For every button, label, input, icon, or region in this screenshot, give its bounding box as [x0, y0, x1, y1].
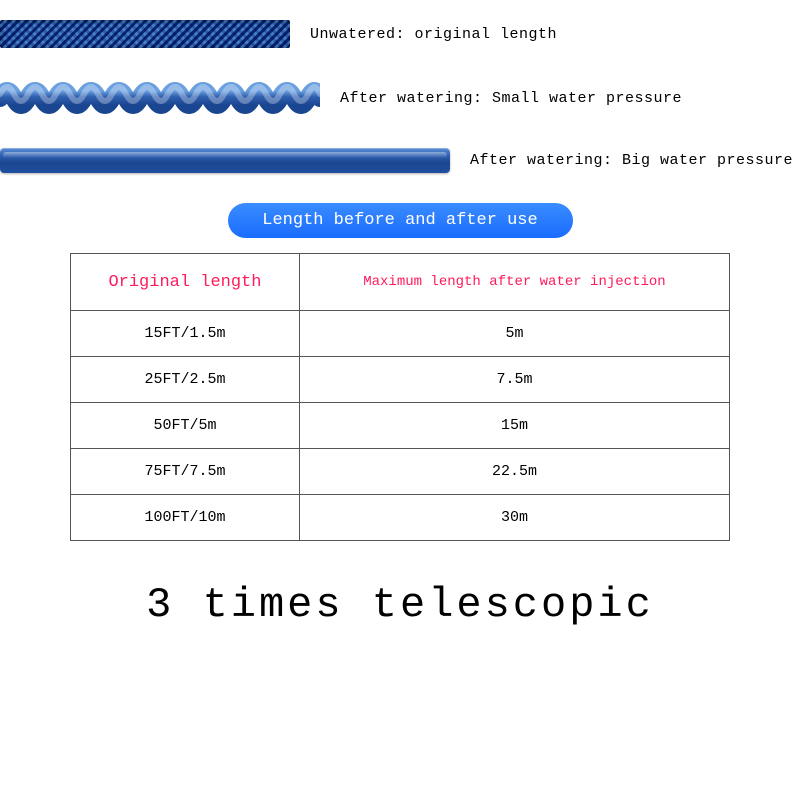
table-row: 50FT/5m 15m: [71, 403, 730, 449]
cell-original: 100FT/10m: [71, 495, 300, 541]
cell-original: 15FT/1.5m: [71, 311, 300, 357]
table-row: 15FT/1.5m 5m: [71, 311, 730, 357]
cell-maximum: 5m: [299, 311, 729, 357]
hose-label: After watering: Small water pressure: [340, 90, 682, 107]
table-row: 75FT/7.5m 22.5m: [71, 449, 730, 495]
hose-graphic-wavy: [0, 78, 320, 118]
table-row: 100FT/10m 30m: [71, 495, 730, 541]
hose-state-unwatered: Unwatered: original length: [0, 20, 800, 48]
cell-maximum: 30m: [299, 495, 729, 541]
cell-original: 75FT/7.5m: [71, 449, 300, 495]
cell-original: 25FT/2.5m: [71, 357, 300, 403]
hose-state-big-pressure: After watering: Big water pressure: [0, 148, 800, 173]
hose-state-small-pressure: After watering: Small water pressure: [0, 78, 800, 118]
table-header-row: Original length Maximum length after wat…: [71, 254, 730, 311]
cell-original: 50FT/5m: [71, 403, 300, 449]
cell-maximum: 15m: [299, 403, 729, 449]
cell-maximum: 22.5m: [299, 449, 729, 495]
hose-label: Unwatered: original length: [310, 26, 557, 43]
cell-maximum: 7.5m: [299, 357, 729, 403]
footer-headline: 3 times telescopic: [0, 581, 800, 629]
hose-graphic-braided: [0, 20, 290, 48]
hose-graphic-smooth: [0, 148, 450, 173]
hose-states-section: Unwatered: original length After waterin…: [0, 0, 800, 173]
table-header-maximum: Maximum length after water injection: [299, 254, 729, 311]
table-row: 25FT/2.5m 7.5m: [71, 357, 730, 403]
table-title-pill: Length before and after use: [228, 203, 573, 238]
length-table: Original length Maximum length after wat…: [70, 253, 730, 541]
hose-label: After watering: Big water pressure: [470, 152, 793, 169]
table-header-original: Original length: [71, 254, 300, 311]
